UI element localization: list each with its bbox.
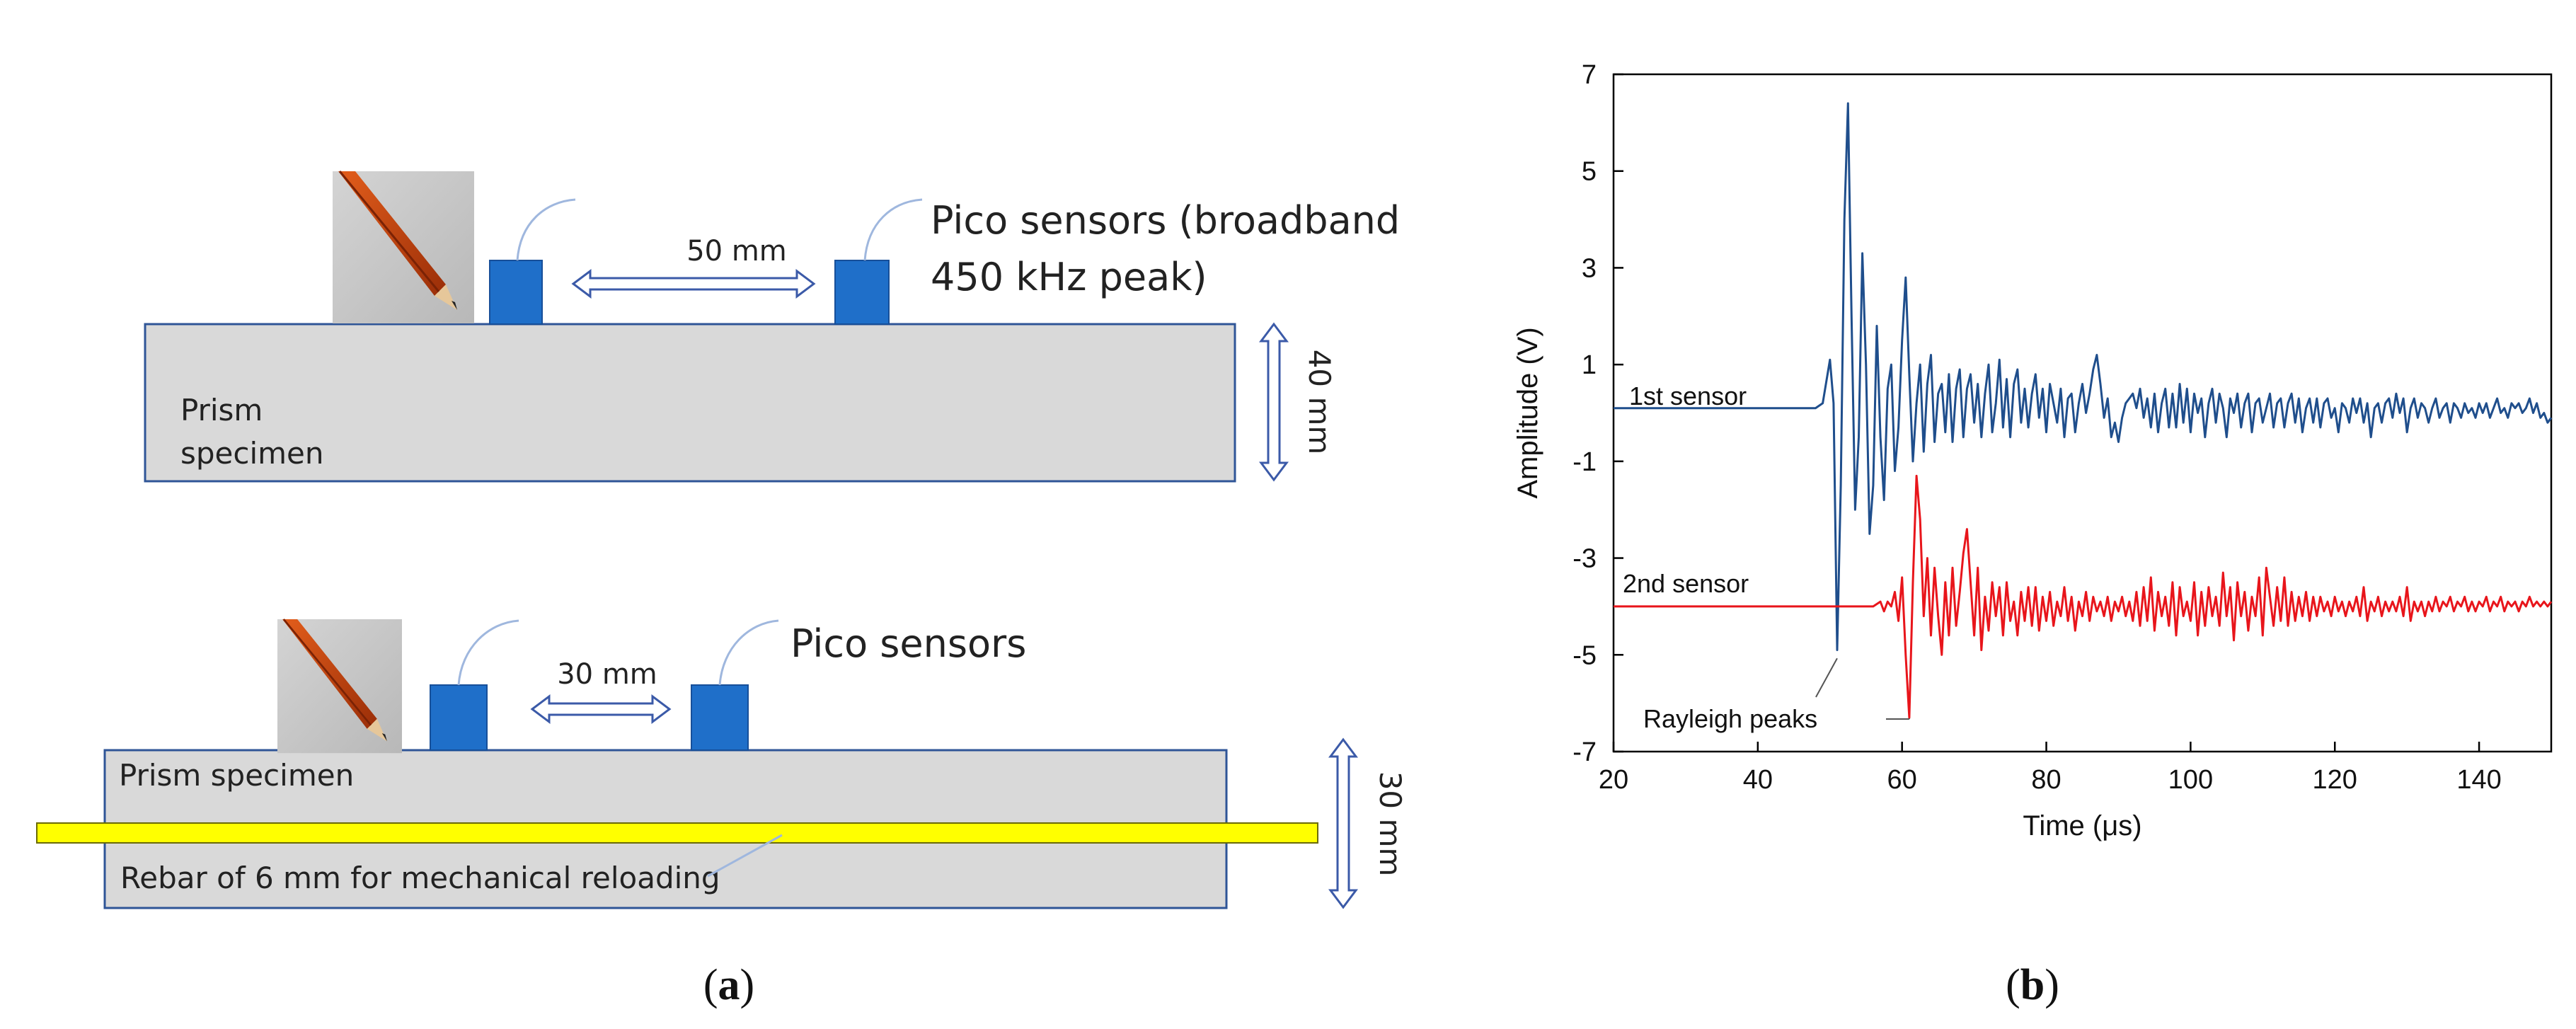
rebar-label: Rebar of 6 mm for mechanical reloading — [120, 861, 720, 895]
x-tick-label: 60 — [1887, 765, 1917, 795]
top-specimen-label-line1: Prism — [180, 393, 263, 427]
bottom-spacing-arrow — [530, 694, 672, 724]
y-tick-label: 7 — [1582, 60, 1597, 90]
rebar — [36, 822, 1318, 844]
x-axis-label: Time (μs) — [2023, 810, 2141, 841]
x-tick-label: 20 — [1599, 765, 1628, 795]
top-height-label: 40 mm — [1302, 350, 1337, 455]
top-sensor-label-line2: 450 kHz peak) — [931, 255, 1207, 299]
bottom-sensor-1 — [430, 684, 488, 751]
bottom-spacing-label: 30 mm — [557, 658, 657, 691]
chart-series-group — [1614, 102, 2553, 719]
rayleigh-leader-1 — [1815, 657, 1838, 698]
annotation-1st-sensor: 1st sensor — [1629, 381, 1747, 410]
y-tick-label: -5 — [1572, 640, 1597, 670]
x-tick-label: 80 — [2031, 765, 2061, 795]
top-spacing-arrow — [571, 269, 816, 299]
y-axis-label: Amplitude (V) — [1512, 327, 1543, 498]
top-spacing-label: 50 mm — [686, 235, 787, 268]
bottom-sensor-label: Pico sensors — [790, 621, 1026, 666]
bottom-height-arrow — [1328, 737, 1358, 909]
rebar-label-leader — [707, 834, 783, 878]
y-tick-label: -1 — [1572, 447, 1597, 477]
series-line-2 — [1614, 474, 2553, 719]
series-line-1 — [1614, 102, 2553, 651]
x-tick-label: 100 — [2168, 765, 2213, 795]
y-tick-label: -7 — [1572, 737, 1597, 767]
plot-frame — [1612, 73, 2553, 753]
x-tick-label: 120 — [2313, 765, 2357, 795]
top-pencil-lead-break-icon — [331, 170, 476, 325]
bottom-specimen-label: Prism specimen — [119, 758, 354, 793]
bottom-sensor-2 — [691, 684, 749, 751]
panel-a-caption: (a) — [703, 961, 754, 1009]
bottom-sensor-2-cable — [718, 619, 779, 686]
chart-annotations: 1st sensor 2nd sensor Rayleigh peaks — [1623, 381, 1910, 733]
top-sensor-label-line1: Pico sensors (broadband — [931, 198, 1400, 243]
top-specimen-label-line2: specimen — [180, 436, 324, 471]
y-tick-label: 3 — [1582, 253, 1597, 283]
panel-b: 20 40 60 80 100 120 140 -7 -5 -3 -1 1 3 5 7 Time (μs) Am… — [1512, 60, 2553, 1009]
y-tick-label: 1 — [1582, 350, 1597, 380]
annotation-2nd-sensor: 2nd sensor — [1623, 569, 1749, 598]
top-sensor-1 — [489, 260, 543, 325]
bottom-height-label: 30 mm — [1373, 771, 1408, 877]
y-tick-label: 5 — [1582, 157, 1597, 187]
top-sensor-2-cable — [863, 198, 923, 261]
panel-b-caption: (b) — [2006, 961, 2059, 1009]
top-prism-specimen — [144, 323, 1236, 483]
x-tick-label: 140 — [2456, 765, 2501, 795]
top-height-arrow — [1259, 322, 1289, 482]
waveform-chart: 20 40 60 80 100 120 140 -7 -5 -3 -1 1 3 5 7 Time (μs) Am… — [1512, 60, 2553, 841]
y-tick-label: -3 — [1572, 544, 1597, 574]
chart-axes: 20 40 60 80 100 120 140 -7 -5 -3 -1 1 3 5 7 Time (μs) Am… — [1512, 60, 2553, 841]
x-tick-label: 40 — [1743, 765, 1773, 795]
top-sensor-1-cable — [516, 198, 576, 261]
bottom-pencil-lead-break-icon — [276, 618, 403, 754]
top-sensor-2 — [834, 260, 890, 325]
annotation-rayleigh-peaks: Rayleigh peaks — [1643, 704, 1817, 733]
panel-a: Prism specimen 50 mm Pico sensors (broad… — [36, 170, 1408, 1009]
bottom-sensor-1-cable — [457, 619, 519, 686]
top-setup: Prism specimen 50 mm Pico sensors (broad… — [144, 170, 1400, 483]
bottom-setup: Prism specimen Rebar of 6 mm for mechani… — [36, 618, 1408, 909]
